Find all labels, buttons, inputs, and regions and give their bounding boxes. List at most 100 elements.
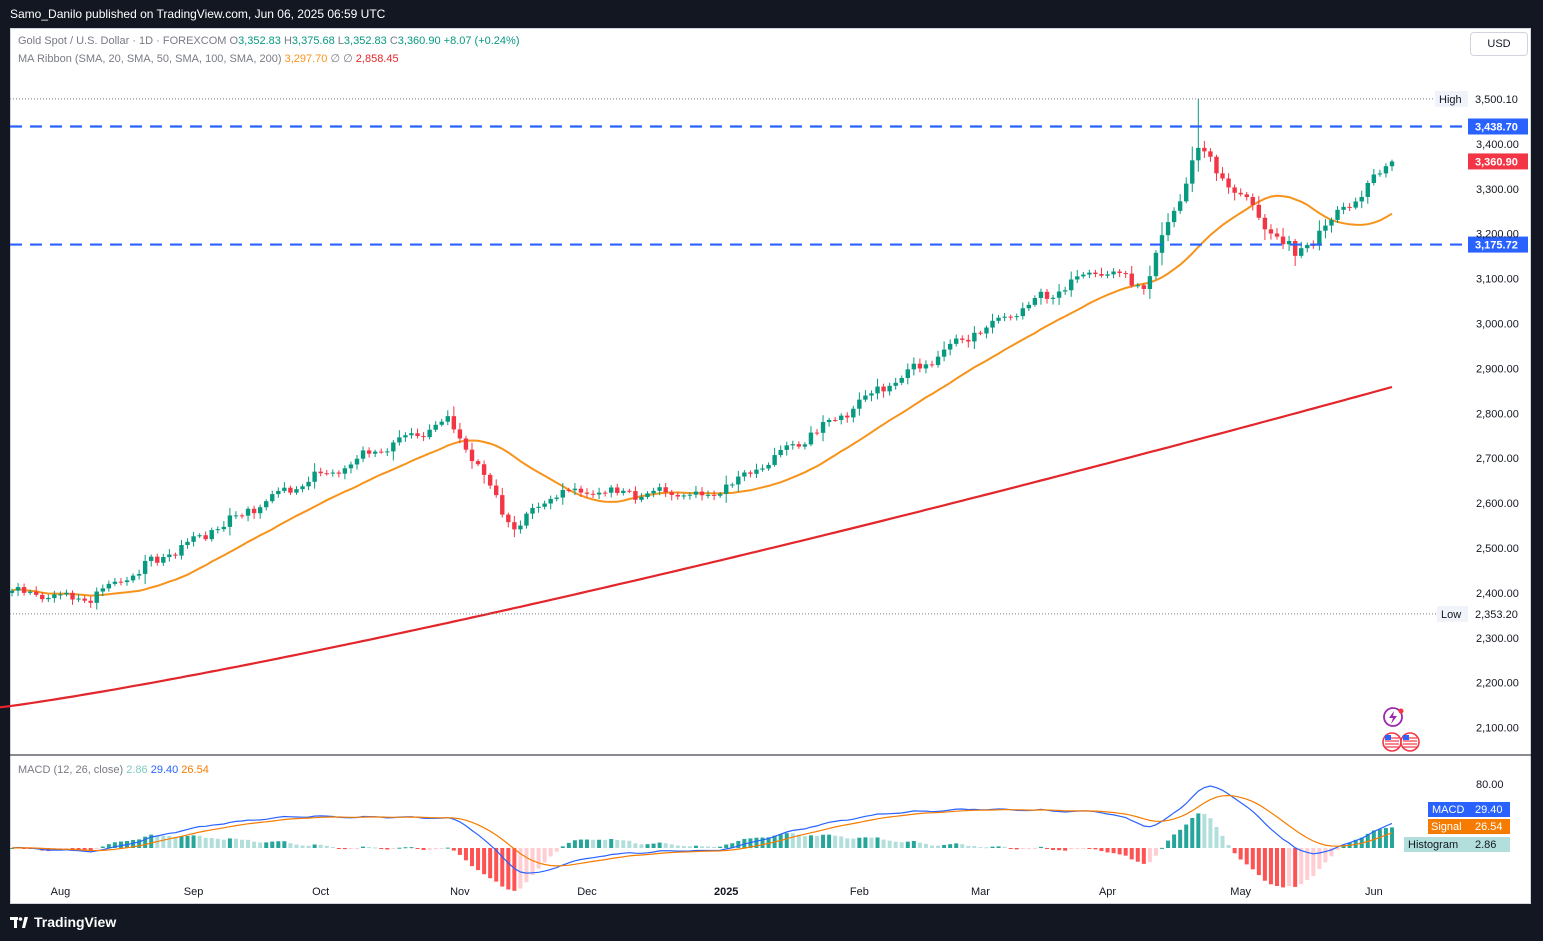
candle-body xyxy=(1123,273,1128,275)
macd-histogram-bar xyxy=(585,839,589,848)
macd-histogram-bar xyxy=(1063,848,1068,851)
time-axis-label: Jun xyxy=(1365,886,1383,898)
candle-body xyxy=(342,468,348,474)
macd-histogram-bar xyxy=(942,844,947,848)
candle-body xyxy=(239,515,245,517)
lightning-event-icon[interactable] xyxy=(1383,707,1403,727)
candle-body xyxy=(675,494,680,497)
histogram-value-bg xyxy=(1468,837,1510,852)
candle-body xyxy=(1032,298,1038,305)
open-value: 3,352.83 xyxy=(238,35,281,47)
currency-button[interactable]: USD xyxy=(1470,32,1528,56)
macd-histogram-bar xyxy=(476,848,481,871)
low-value: 3,352.83 xyxy=(343,35,387,47)
candle-body xyxy=(1317,230,1322,246)
candle-body xyxy=(705,494,711,496)
candle-body xyxy=(766,464,771,469)
candle-body xyxy=(433,424,438,430)
candle-body xyxy=(64,592,69,595)
macd-histogram-bar xyxy=(439,848,444,849)
price-tick-label: 2,100.00 xyxy=(1476,723,1519,735)
candle-body xyxy=(1226,178,1231,188)
candle-body xyxy=(1153,252,1159,277)
macd-histogram-bar xyxy=(233,838,238,848)
candle-body xyxy=(1075,276,1080,280)
macd-histogram-bar xyxy=(1220,835,1225,848)
price-tick-label: 2,900.00 xyxy=(1476,363,1519,375)
macd-histogram-bar xyxy=(336,848,341,849)
candle-body xyxy=(923,364,929,369)
macd-histogram-bar xyxy=(857,837,862,848)
macd-histogram-bar xyxy=(1184,824,1189,848)
low-tag-label: Low xyxy=(1441,609,1461,621)
candle-body xyxy=(312,471,317,482)
candle-body xyxy=(1184,183,1189,202)
tradingview-logo[interactable]: TradingView xyxy=(10,914,116,930)
candle-body xyxy=(941,349,947,357)
candle-body xyxy=(336,472,342,474)
macd-histogram-bar xyxy=(923,843,928,848)
candle-body xyxy=(1268,229,1274,234)
candle-body xyxy=(954,338,959,344)
macd-histogram-bar xyxy=(1038,846,1043,848)
macd-histogram-bar xyxy=(808,835,813,848)
candle-body xyxy=(1256,204,1262,218)
macd-histogram-bar xyxy=(639,844,644,848)
candle-body xyxy=(693,491,699,495)
macd-histogram-bar xyxy=(161,835,166,848)
time-axis-label: Dec xyxy=(577,886,597,898)
time-axis-label: Aug xyxy=(51,886,71,898)
candle-body xyxy=(929,364,935,366)
candle-body xyxy=(15,587,21,591)
macd-histogram-bar xyxy=(300,845,305,848)
signal-tag-label: Signal xyxy=(1431,821,1462,833)
candle-body xyxy=(421,436,426,438)
candle-body xyxy=(796,444,802,447)
candle-body xyxy=(554,497,559,499)
macd-histogram-bar xyxy=(706,846,711,848)
candle-body xyxy=(118,581,124,583)
candle-body xyxy=(1014,316,1019,318)
macd-tag-value: 29.40 xyxy=(1475,804,1503,816)
candle-body xyxy=(681,495,687,497)
macd-histogram-bar xyxy=(899,842,904,848)
candle-body xyxy=(717,493,723,496)
candle-body xyxy=(40,594,45,600)
macd-histogram-bar xyxy=(82,848,87,851)
macd-signal-value: 26.54 xyxy=(181,764,209,776)
macd-histogram-bar xyxy=(948,844,953,848)
macd-histogram-bar xyxy=(215,838,220,848)
candle-body xyxy=(1020,308,1025,317)
macd-histogram-bar xyxy=(548,848,553,857)
macd-histogram-bar xyxy=(1153,848,1158,856)
macd-histogram-bar xyxy=(324,845,329,848)
candle-body xyxy=(391,442,396,452)
candle-body xyxy=(469,449,475,462)
candle-body xyxy=(1371,174,1377,183)
macd-histogram-bar xyxy=(693,845,698,848)
tradingview-logo-icon xyxy=(10,916,28,928)
macd-histogram-bar xyxy=(1196,813,1201,848)
macd-histogram-bar xyxy=(258,842,263,848)
macd-line-value: 29.40 xyxy=(150,764,179,776)
candle-body xyxy=(487,474,493,486)
candle-body xyxy=(1232,187,1237,193)
candle-body xyxy=(415,433,420,437)
macd-axis-tick: 80.00 xyxy=(1476,779,1504,791)
macd-histogram-bar xyxy=(191,835,196,848)
candle-body xyxy=(590,493,596,495)
low-label: L xyxy=(337,35,344,47)
macd-histogram-bar xyxy=(149,834,154,848)
candle-body xyxy=(881,386,886,392)
macd-histogram-bar xyxy=(227,838,232,848)
macd-histogram-bar xyxy=(1323,848,1328,863)
candle-body xyxy=(748,472,753,474)
macd-histogram-bar xyxy=(1305,848,1310,880)
macd-histogram-bar xyxy=(1250,848,1255,870)
macd-histogram-bar xyxy=(972,846,977,848)
macd-histogram-bar xyxy=(796,834,801,848)
candle-body xyxy=(639,496,644,500)
price-tick-label: 3,400.00 xyxy=(1476,139,1519,151)
macd-histogram-bar xyxy=(1377,829,1382,848)
